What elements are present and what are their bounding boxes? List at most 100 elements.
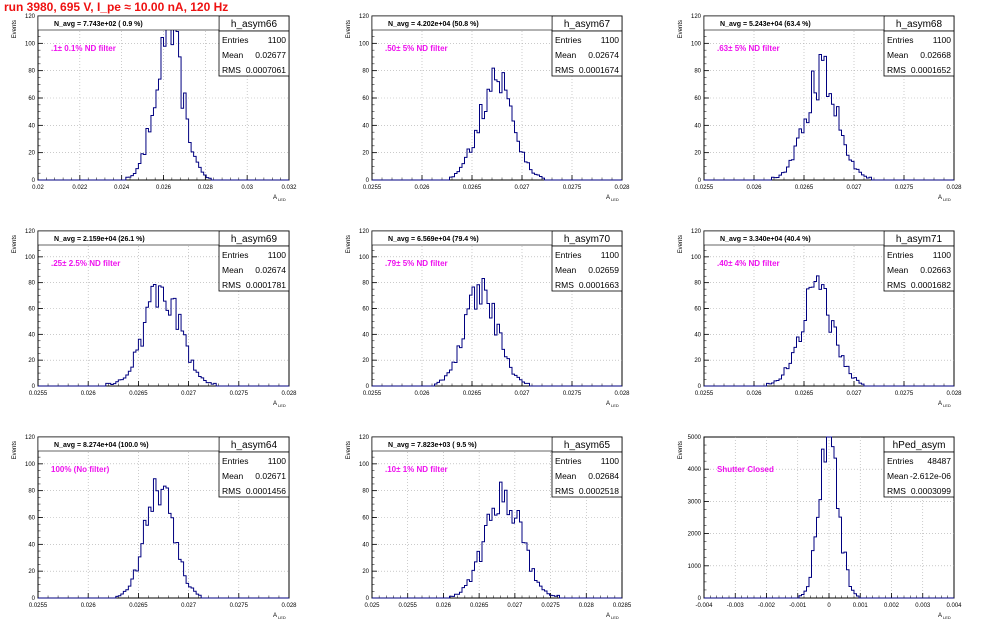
y-tick-label: 0 — [366, 384, 370, 390]
stats-label: Mean — [887, 50, 909, 60]
y-tick-label: 0 — [698, 384, 702, 390]
x-tick-label: 0.026 — [81, 391, 97, 397]
stats-label: RMS — [222, 280, 241, 290]
histogram-series — [704, 436, 954, 599]
histogram-title: hPed_asym — [893, 440, 946, 451]
filter-note: .50± 5% ND filter — [385, 44, 448, 53]
stats-label: RMS — [222, 486, 241, 496]
y-tick-label: 80 — [362, 489, 369, 495]
stats-value: 0.0001456 — [246, 486, 286, 496]
y-tick-label: 80 — [362, 281, 369, 287]
histogram-series — [38, 15, 289, 181]
navg-label: N_avg = 5.243e+04 (63.4 %) — [720, 21, 811, 28]
stats-value: 0.0001663 — [579, 280, 619, 290]
histogram-title: h_asym68 — [896, 19, 943, 30]
x-tick-label: 0 — [827, 603, 831, 609]
stats-value: 1100 — [601, 35, 620, 45]
x-axis-label: A — [606, 401, 610, 407]
navg-label: N_avg = 4.202e+04 (50.8 %) — [388, 21, 479, 28]
histogram-title: h_asym64 — [231, 440, 278, 451]
stats-label: Entries — [887, 250, 913, 260]
stats-value: 48487 — [927, 456, 951, 466]
y-tick-label: 40 — [362, 332, 369, 338]
stats-value: 1100 — [268, 35, 287, 45]
stats-value: 1100 — [601, 456, 620, 466]
stats-value: 0.02674 — [255, 265, 286, 275]
navg-label: N_avg = 6.569e+04 (79.4 %) — [388, 236, 479, 243]
x-tick-label: 0.0275 — [895, 391, 914, 397]
stats-box — [883, 245, 955, 292]
x-tick-label: 0.027 — [846, 391, 862, 397]
histogram-series — [372, 278, 622, 387]
y-axis-label: Events — [12, 235, 18, 253]
stats-value: 1100 — [268, 456, 287, 466]
histogram-series — [372, 67, 622, 181]
stats-label: RMS — [887, 486, 906, 496]
histogram-panel-h_asym71: 0.0255 0.026 0.0265 0.027 0.0275 0.028 0 20 40 60… — [678, 229, 962, 408]
x-tick-label: 0.027 — [514, 185, 530, 191]
y-tick-label: 60 — [362, 516, 369, 522]
y-tick-label: 100 — [359, 255, 370, 261]
y-tick-label: 100 — [691, 41, 702, 47]
x-axis-label: A — [938, 195, 942, 201]
y-tick-label: 20 — [28, 358, 35, 364]
x-axis-label-sub: LED — [943, 615, 951, 620]
stats-value: 0.0001674 — [579, 65, 619, 75]
navg-box — [37, 15, 220, 31]
stats-box — [218, 30, 290, 77]
navg-box — [37, 230, 220, 246]
navg-box — [371, 436, 553, 452]
stats-label: Entries — [555, 250, 581, 260]
x-tick-label: 0.0275 — [895, 185, 914, 191]
x-tick-label: 0.028 — [946, 185, 962, 191]
stats-label: Mean — [222, 265, 244, 275]
x-tick-label: 0.0275 — [230, 391, 249, 397]
x-tick-label: 0.0255 — [29, 391, 48, 397]
y-tick-label: 60 — [362, 307, 369, 313]
x-tick-label: 0.0255 — [695, 391, 714, 397]
x-tick-label: 0.027 — [846, 185, 862, 191]
x-tick-label: 0.0255 — [399, 603, 418, 609]
x-tick-label: 0.028 — [579, 603, 595, 609]
x-axis-label-sub: LED — [943, 197, 951, 202]
x-axis-label-sub: LED — [611, 197, 619, 202]
navg-box — [371, 230, 553, 246]
stats-label: Mean — [222, 50, 244, 60]
stats-value: 0.0003099 — [911, 486, 951, 496]
y-tick-label: 0 — [698, 596, 702, 602]
navg-box — [37, 436, 220, 452]
x-tick-label: 0.028 — [198, 185, 214, 191]
histogram-title: h_asym66 — [231, 19, 278, 30]
stats-label: RMS — [555, 65, 574, 75]
stats-value: 0.02674 — [588, 50, 619, 60]
y-tick-label: 20 — [362, 151, 369, 157]
stats-value: 0.0001652 — [911, 65, 951, 75]
x-tick-label: 0.022 — [72, 185, 88, 191]
histogram-series — [704, 54, 954, 181]
y-tick-label: 5000 — [688, 435, 702, 441]
histogram-panel-h_asym70: 0.0255 0.026 0.0265 0.027 0.0275 0.028 0 20 40 60… — [346, 229, 630, 408]
y-axis-label: Events — [678, 20, 684, 38]
y-axis-label: Events — [12, 441, 18, 459]
x-axis-label: A — [606, 613, 610, 619]
y-axis-label: Events — [346, 441, 352, 459]
y-tick-label: 80 — [362, 69, 369, 75]
y-tick-label: 80 — [28, 489, 35, 495]
histogram-series — [38, 283, 289, 387]
y-tick-label: 60 — [694, 96, 701, 102]
y-tick-label: 100 — [25, 462, 36, 468]
y-tick-label: 60 — [694, 307, 701, 313]
histogram-title: h_asym67 — [564, 19, 611, 30]
stats-label: Entries — [222, 250, 248, 260]
filter-note: .1± 0.1% ND filter — [51, 44, 116, 53]
histogram-title: h_asym70 — [564, 234, 611, 245]
histogram-series — [38, 478, 289, 599]
filter-note: .63± 5% ND filter — [717, 44, 780, 53]
x-tick-label: 0.024 — [114, 185, 130, 191]
x-tick-label: 0.027 — [181, 603, 197, 609]
stats-value: -2.612e-06 — [910, 471, 951, 481]
x-tick-label: 0.001 — [853, 603, 869, 609]
x-tick-label: 0.0265 — [463, 391, 482, 397]
x-tick-label: 0.026 — [436, 603, 452, 609]
